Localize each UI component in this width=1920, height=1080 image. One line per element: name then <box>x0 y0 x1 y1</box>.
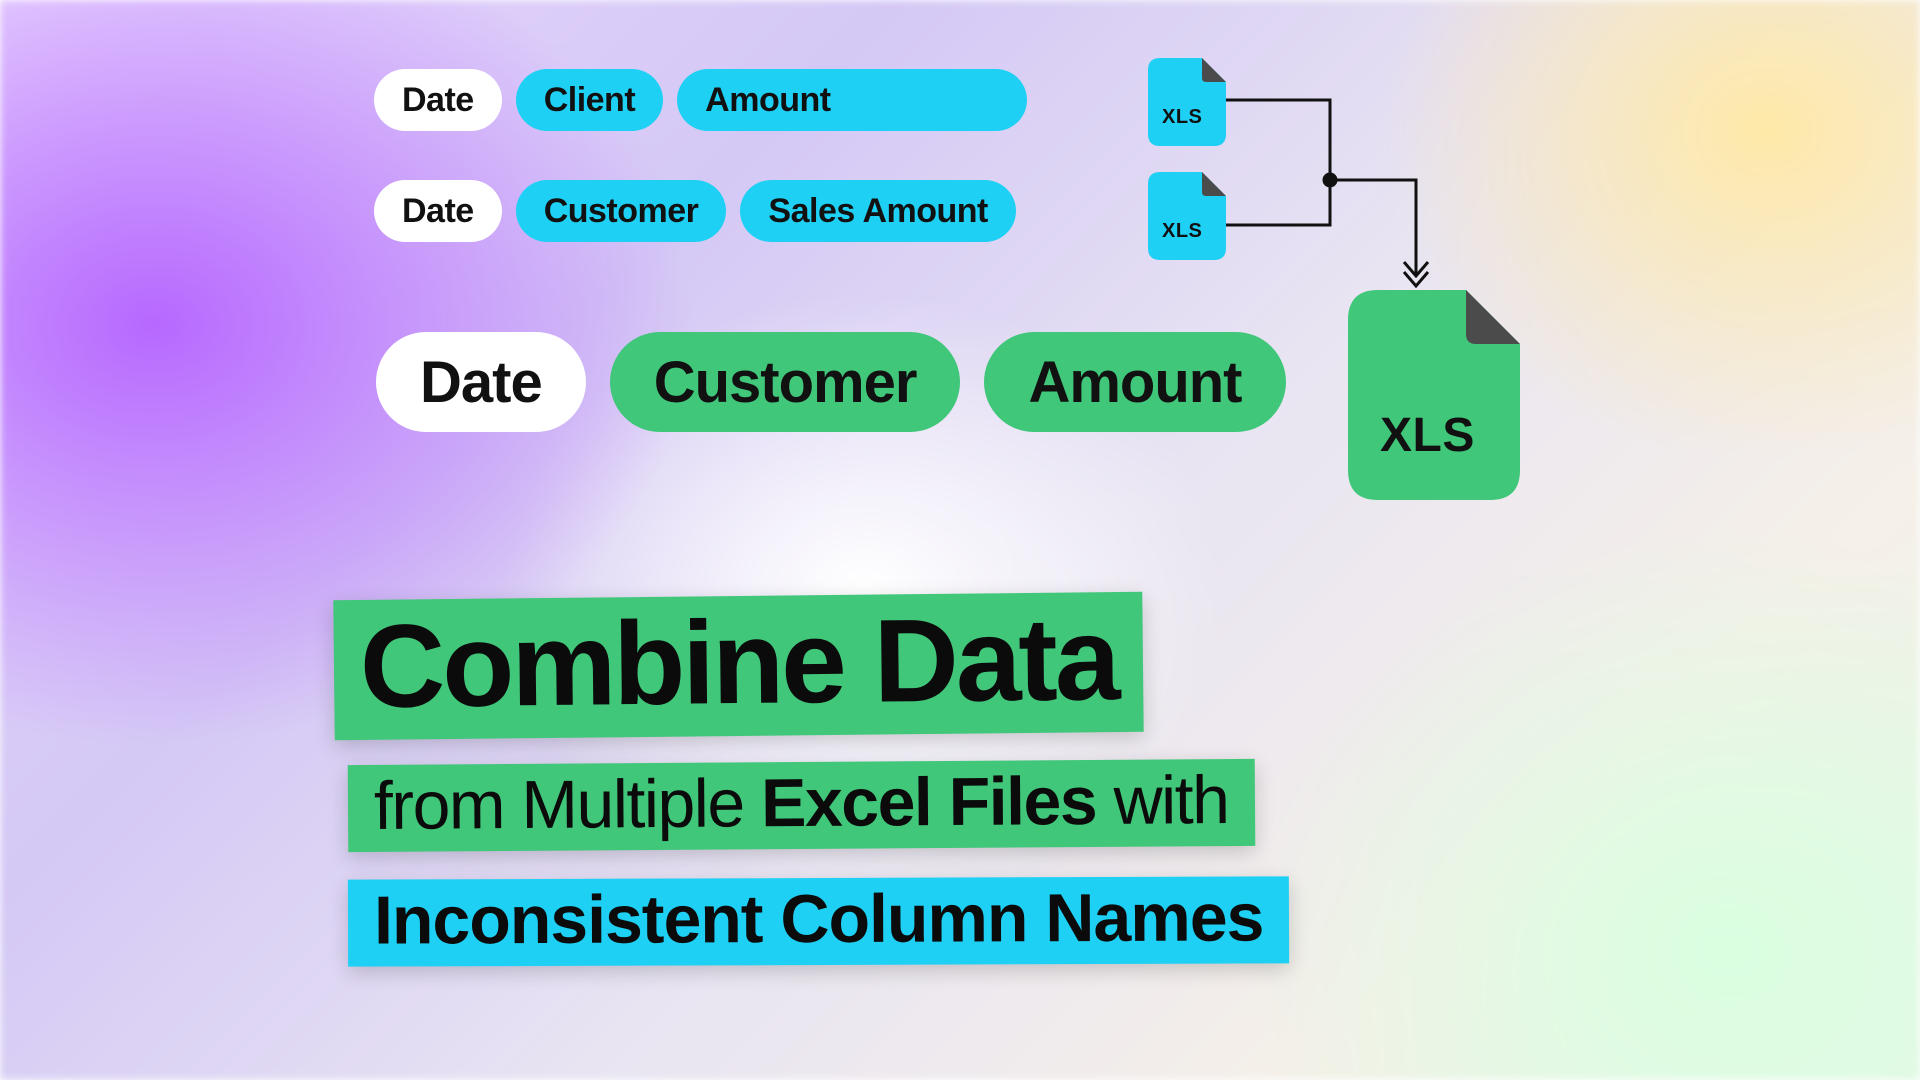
pill-date-1: Date <box>374 69 502 131</box>
xls-label-1: XLS <box>1162 106 1202 129</box>
xls-file-icon-result: XLS <box>1348 290 1520 500</box>
title-line-2-bold: Excel Files <box>761 763 1097 841</box>
title-line-3: Inconsistent Column Names <box>348 876 1290 967</box>
xls-file-icon-1: XLS <box>1148 58 1226 146</box>
pill-client: Client <box>516 69 663 131</box>
title-line-1: Combine Data <box>333 592 1144 740</box>
pill-date-result: Date <box>376 332 586 432</box>
title-line-2: from Multiple Excel Files with <box>348 759 1255 853</box>
pill-customer-small: Customer <box>516 180 727 242</box>
pill-amount-result: Amount <box>984 332 1285 432</box>
pill-amount-1: Amount <box>677 69 1027 131</box>
merge-connector <box>1222 70 1482 300</box>
pill-date-2: Date <box>374 180 502 242</box>
xls-label-2: XLS <box>1162 220 1202 243</box>
xls-file-icon-2: XLS <box>1148 172 1226 260</box>
source-row-1: Date Client Amount <box>374 69 1027 131</box>
pill-customer-result: Customer <box>610 332 961 432</box>
title-line-2-suffix: with <box>1096 762 1229 839</box>
title-line-2-prefix: from Multiple <box>374 765 762 844</box>
infographic-stage: Date Client Amount XLS Date Customer Sal… <box>0 0 1920 1080</box>
result-row: Date Customer Amount <box>376 332 1286 432</box>
pill-sales-amount: Sales Amount <box>740 180 1015 242</box>
source-row-2: Date Customer Sales Amount <box>374 180 1016 242</box>
xls-label-result: XLS <box>1380 408 1475 463</box>
